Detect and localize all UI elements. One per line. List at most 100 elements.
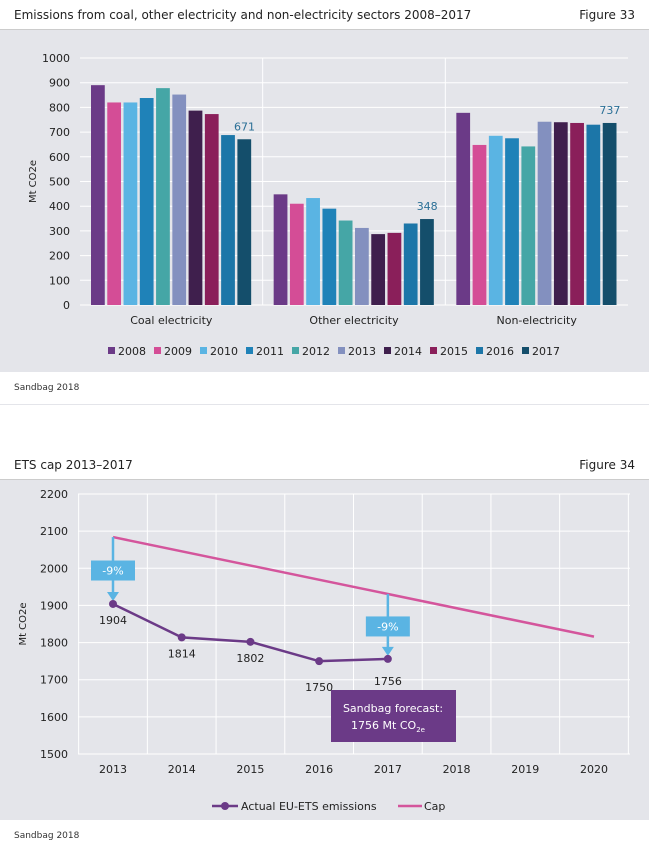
bar-2010 [123,102,138,306]
cap-line [112,535,595,638]
data-point [383,654,392,663]
callout-line1: Sandbag forecast: [343,702,443,715]
legend-label: Actual EU-ETS emissions [241,800,377,813]
x-category-label: Other electricity [309,314,399,327]
x-tick-label: 2019 [511,763,539,776]
y-tick-label: 1600 [40,711,68,724]
legend-label: 2017 [532,345,560,358]
legend-swatch [292,347,299,354]
bar-2010 [306,198,320,305]
x-tick-label: 2013 [99,763,127,776]
data-point [109,599,117,608]
y-tick-label: 900 [49,77,70,90]
x-category-label: Non-electricity [496,314,577,327]
bar-2013 [355,227,369,305]
bar-2012 [521,146,536,305]
legend-swatch [384,347,391,354]
data-point [315,657,324,666]
figure-34-panel [0,450,649,852]
legend-label: 2010 [210,345,238,358]
legend-marker [221,802,229,810]
data-label: 1814 [168,647,196,660]
y-tick-label: 1700 [40,674,68,687]
legend-label: 2011 [256,345,284,358]
bar-2010 [488,135,503,305]
bar-2012 [156,88,170,305]
legend-swatch [108,347,115,354]
bar-2009 [107,102,122,306]
x-tick-label: 2020 [580,763,608,776]
y-tick-label: 800 [49,101,70,114]
bar-2016 [221,135,235,305]
forecast-callout [331,690,456,742]
figure-number: Figure 34 [579,458,635,472]
legend-swatch [476,347,483,354]
data-label: 1756 [374,675,402,688]
bar-2017 [420,219,434,305]
data-label: 348 [417,200,438,213]
arrow-head-icon [381,646,394,656]
annotation-label: -9% [377,620,398,633]
legend-swatch [522,347,529,354]
bar-2016 [403,223,418,305]
bar-2008 [273,194,288,305]
data-label: 1904 [99,614,127,627]
legend-label: 2013 [348,345,376,358]
legend-swatch [154,347,161,354]
y-tick-label: 500 [49,176,70,189]
legend-label: 2009 [164,345,192,358]
legend-swatch [246,347,253,354]
bar-2014 [553,122,568,305]
y-tick-label: 300 [49,225,70,238]
line-chart: 1500 1600 1700 1800 1900 2000 2100 2200 2013 2014… [18,488,630,813]
legend-swatch [430,347,437,354]
bar-2009 [472,144,487,305]
bar-2011 [139,98,154,305]
y-tick-label: 700 [49,126,70,139]
arrow-head-icon [107,591,119,601]
data-label: 671 [234,120,255,133]
legend-swatch [200,347,207,354]
data-label: 1750 [305,681,333,694]
annotation-label: -9% [102,565,123,578]
x-category-label: Coal electricity [130,314,213,327]
y-tick-label: 100 [49,274,70,287]
bar-2017 [237,139,252,305]
bar-2014 [188,110,203,306]
y-tick-label: 1500 [40,748,68,761]
legend-swatch [338,347,345,354]
annotation-box [91,560,135,581]
y-tick-label: 600 [49,151,70,164]
legend-label: 2015 [440,345,468,358]
source-bar: Sandbag 2018 [0,372,649,404]
bar-2009 [289,203,304,305]
bar-2015 [387,232,402,305]
legend-label: 2012 [302,345,330,358]
data-point [177,633,186,642]
bar-2016 [586,124,601,305]
x-tick-label: 2017 [374,763,402,776]
y-tick-label: 2000 [40,562,68,575]
bar-2013 [172,94,187,305]
legend-label: 2016 [486,345,514,358]
legend-label: 2008 [118,345,146,358]
y-tick-label: 1900 [40,599,68,612]
y-tick-label: 2200 [40,488,68,501]
callout-line2: 1756 Mt CO2e [351,719,425,734]
bar-chart: 0 100 200 300 400 500 600 700 800 900 1000 Mt CO2e 6… [28,52,628,358]
legend-label: Cap [424,800,445,813]
bar-2013 [537,121,552,305]
figure-34-title-bar: ETS cap 2013–2017 Figure 34 [0,450,649,480]
bar-2015 [570,122,584,305]
source: Sandbag 2018 [14,831,80,841]
x-tick-label: 2018 [443,763,471,776]
y-tick-label: 1000 [42,52,70,65]
annotation-box [365,616,410,637]
bar-2012 [338,220,353,305]
y-tick-label: 200 [49,250,70,263]
bar-2017 [602,122,617,305]
y-tick-label: 1800 [40,637,68,650]
bar-2008 [456,112,471,305]
y-axis-label: Mt CO2e [18,602,29,645]
bar-2008 [91,85,105,305]
